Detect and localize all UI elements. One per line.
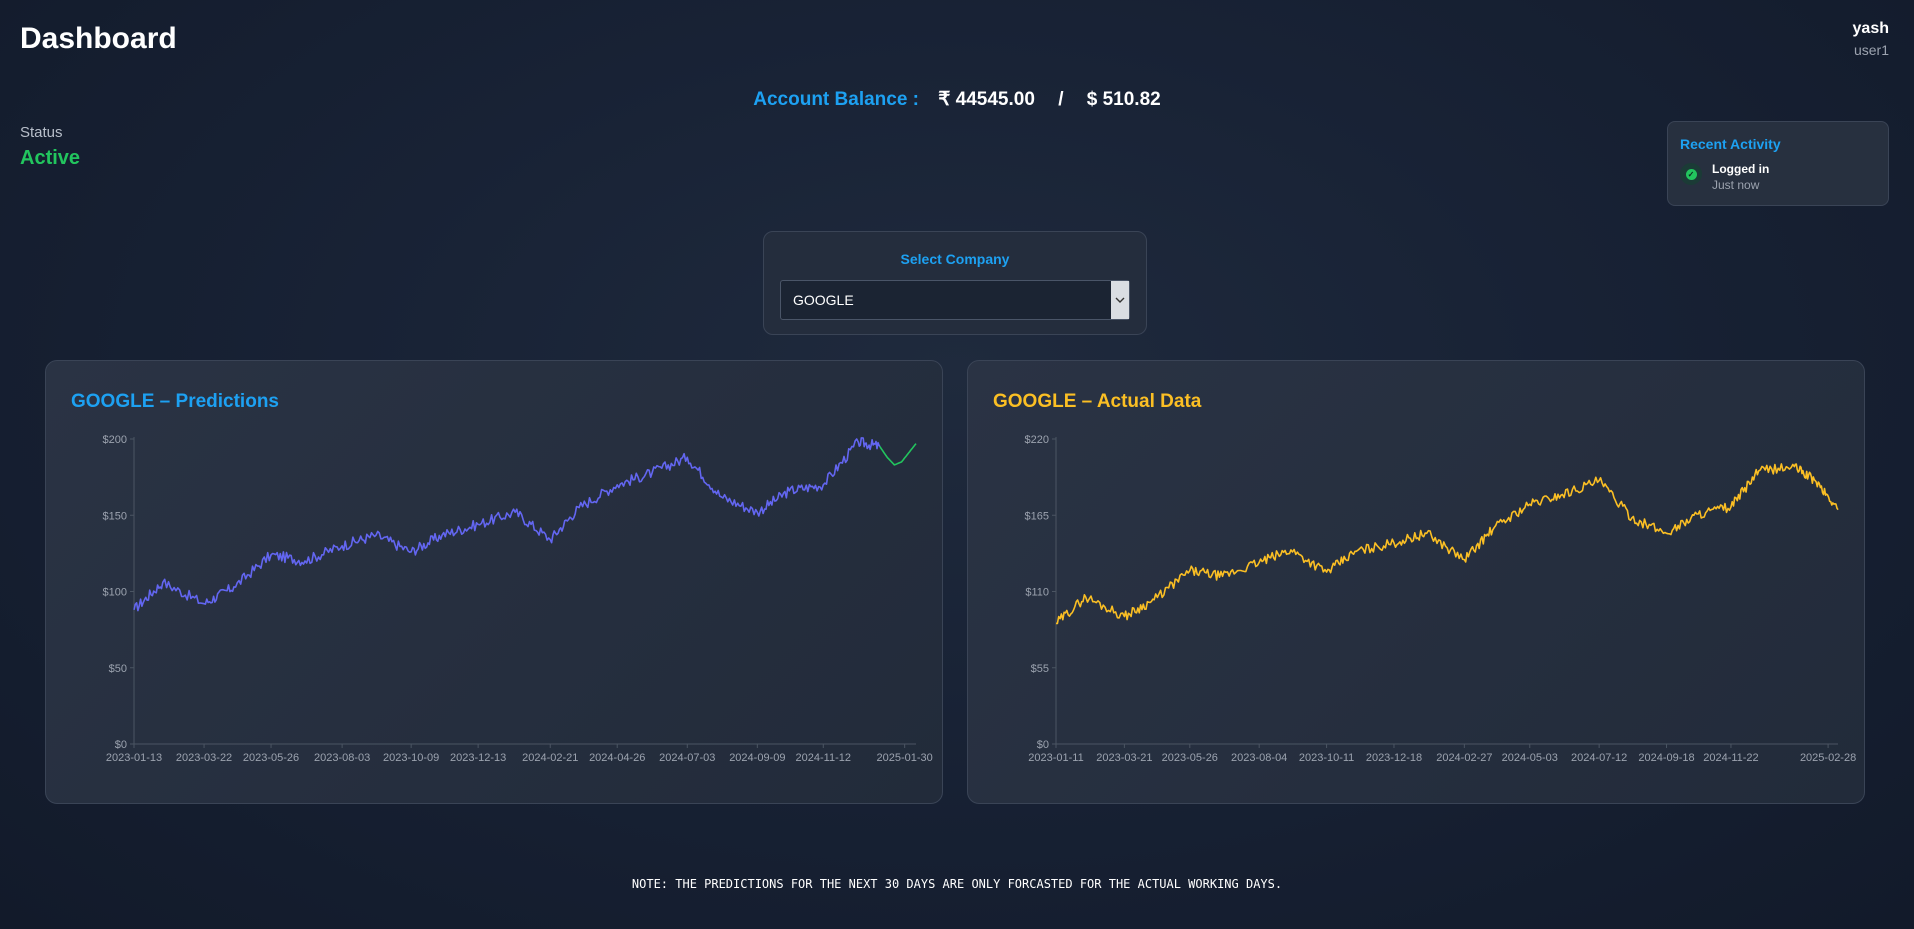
predictions-x-tick-label: 2023-12-13 bbox=[450, 752, 506, 764]
predictions-series-line-0 bbox=[133, 437, 881, 612]
user-username: user1 bbox=[1853, 42, 1889, 58]
status-block: Status Active bbox=[20, 124, 80, 170]
predictions-y-tick-label: $0 bbox=[115, 739, 127, 751]
actual-series-line-0 bbox=[1055, 463, 1839, 625]
actual-x-tick-label: 2024-07-12 bbox=[1571, 752, 1627, 764]
balance-inr: ₹ 44545.00 bbox=[938, 89, 1035, 110]
predictions-y-tick-label: $50 bbox=[109, 663, 127, 675]
actual-y-tick-label: $220 bbox=[1025, 434, 1049, 446]
balance-usd: $ 510.82 bbox=[1086, 89, 1161, 110]
actual-chart-card: GOOGLE – Actual Data $0 $55 $110 $165 $220 20… bbox=[967, 360, 1865, 804]
predictions-chart-title: GOOGLE – Predictions bbox=[71, 391, 279, 412]
predictions-x-tick-label: 2024-07-03 bbox=[659, 752, 715, 764]
actual-x-tick-label: 2024-11-22 bbox=[1703, 752, 1758, 764]
user-name: yash bbox=[1852, 20, 1889, 37]
company-select-value: GOOGLE bbox=[793, 292, 854, 308]
actual-x-tick-label: 2023-12-18 bbox=[1366, 752, 1422, 764]
activity-item-title: Logged in bbox=[1712, 162, 1770, 176]
actual-x-tick-label: 2023-05-26 bbox=[1162, 752, 1218, 764]
actual-x-tick-label: 2023-01-11 bbox=[1028, 752, 1083, 764]
predictions-x-tick-label: 2024-09-09 bbox=[729, 752, 785, 764]
balance-separator: / bbox=[1058, 89, 1064, 110]
predictions-chart: $0 $50 $100 $150 $200 2023-01-13 2023-03-22 202… bbox=[103, 434, 933, 764]
company-select-panel: Select Company GOOGLE bbox=[763, 231, 1147, 335]
predictions-x-tick-label: 2024-04-26 bbox=[589, 752, 645, 764]
actual-x-tick-label: 2024-02-27 bbox=[1436, 752, 1492, 764]
predictions-x-tick-label: 2024-11-12 bbox=[796, 752, 851, 764]
predictions-y-tick-label: $200 bbox=[103, 434, 127, 446]
status-value: Active bbox=[20, 147, 81, 169]
check-circle-icon: ✓ bbox=[1680, 163, 1702, 185]
actual-y-tick-label: $55 bbox=[1031, 663, 1049, 675]
predictions-x-tick-label: 2023-10-09 bbox=[383, 752, 439, 764]
footer-note: NOTE: THE PREDICTIONS FOR THE NEXT 30 DA… bbox=[631, 877, 1283, 891]
predictions-x-tick-label: 2023-08-03 bbox=[314, 752, 370, 764]
actual-chart-title: GOOGLE – Actual Data bbox=[993, 391, 1202, 412]
chevron-down-icon[interactable] bbox=[1111, 281, 1129, 319]
actual-x-tick-label: 2023-08-04 bbox=[1231, 752, 1287, 764]
actual-x-tick-label: 2023-10-11 bbox=[1299, 752, 1354, 764]
actual-x-tick-label: 2025-02-28 bbox=[1800, 752, 1856, 764]
activity-item: ✓ Logged in Just now bbox=[1680, 162, 1876, 192]
user-info[interactable]: yash user1 bbox=[1853, 20, 1889, 58]
predictions-x-tick-label: 2023-03-22 bbox=[176, 752, 232, 764]
predictions-x-tick-label: 2024-02-21 bbox=[522, 752, 578, 764]
actual-y-tick-label: $0 bbox=[1037, 739, 1049, 751]
company-select[interactable]: GOOGLE bbox=[780, 280, 1130, 320]
actual-chart: $0 $55 $110 $165 $220 2023-01-11 2023-03-21 202… bbox=[1025, 434, 1857, 764]
recent-activity-title: Recent Activity bbox=[1680, 136, 1781, 152]
predictions-series-line-1 bbox=[879, 443, 917, 466]
predictions-y-tick-label: $150 bbox=[103, 510, 127, 522]
status-label: Status bbox=[20, 124, 63, 141]
recent-activity-panel: Recent Activity ✓ Logged in Just now bbox=[1667, 121, 1889, 206]
account-balance: Account Balance : ₹ 44545.00 / $ 510.82 bbox=[0, 88, 1914, 111]
actual-x-tick-label: 2024-05-03 bbox=[1502, 752, 1558, 764]
actual-y-tick-label: $165 bbox=[1025, 510, 1049, 522]
predictions-x-tick-label: 2023-05-26 bbox=[243, 752, 299, 764]
balance-label: Account Balance : bbox=[753, 89, 920, 110]
predictions-y-tick-label: $100 bbox=[103, 587, 127, 599]
activity-item-time: Just now bbox=[1712, 178, 1760, 192]
predictions-x-tick-label: 2023-01-13 bbox=[106, 752, 162, 764]
actual-x-tick-label: 2024-09-18 bbox=[1638, 752, 1694, 764]
predictions-chart-card: GOOGLE – Predictions $0 $50 $100 $150 $200 20… bbox=[45, 360, 943, 804]
company-select-label: Select Company bbox=[900, 251, 1010, 267]
predictions-x-tick-label: 2025-01-30 bbox=[877, 752, 933, 764]
actual-y-tick-label: $110 bbox=[1025, 587, 1049, 599]
page-title: Dashboard bbox=[20, 22, 177, 55]
actual-x-tick-label: 2023-03-21 bbox=[1096, 752, 1152, 764]
